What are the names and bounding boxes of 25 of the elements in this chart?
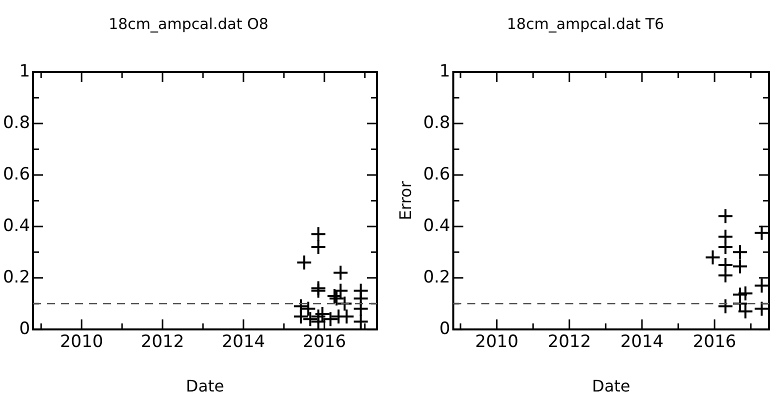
x-tick-label: 2014 bbox=[620, 332, 664, 352]
x-axis-title: Date bbox=[592, 376, 630, 396]
y-tick-label: 1 bbox=[19, 61, 30, 82]
y-tick-label: 0.2 bbox=[2, 267, 30, 288]
x-axis-title: Date bbox=[186, 376, 224, 396]
y-tick-label: 0.6 bbox=[423, 164, 450, 184]
y-axis-title: Error bbox=[396, 180, 415, 220]
y-tick-label: 0 bbox=[19, 318, 30, 339]
x-tick-label: 2010 bbox=[475, 332, 518, 352]
chart-title: 18cm_ampcal.dat T6 bbox=[506, 14, 664, 33]
x-tick-label: 2014 bbox=[222, 332, 266, 352]
y-tick-label: 0.6 bbox=[2, 164, 30, 184]
x-tick-label: 2010 bbox=[60, 332, 104, 352]
y-tick-label: 1 bbox=[439, 61, 450, 82]
x-tick-label: 2016 bbox=[302, 332, 346, 352]
x-tick-label: 2012 bbox=[140, 332, 184, 352]
y-tick-label: 0.4 bbox=[423, 216, 450, 236]
y-tick-label: 0 bbox=[439, 318, 450, 339]
x-tick-label: 2012 bbox=[548, 332, 592, 352]
x-tick-label: 2016 bbox=[692, 332, 736, 352]
y-tick-label: 0.2 bbox=[423, 267, 450, 288]
chart-title: 18cm_ampcal.dat O8 bbox=[108, 14, 268, 33]
y-tick-label: 0.8 bbox=[423, 112, 450, 133]
y-tick-label: 0.8 bbox=[2, 112, 30, 133]
y-tick-label: 0.4 bbox=[2, 216, 30, 236]
